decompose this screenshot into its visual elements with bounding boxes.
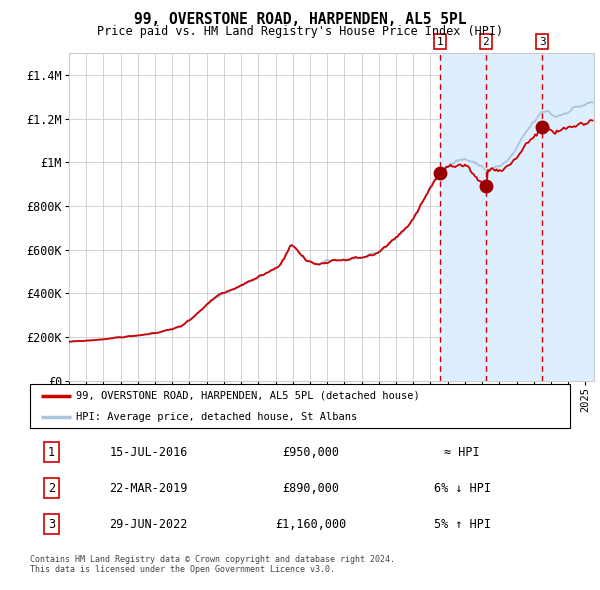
Text: Contains HM Land Registry data © Crown copyright and database right 2024.: Contains HM Land Registry data © Crown c… (30, 555, 395, 563)
Text: 22-MAR-2019: 22-MAR-2019 (110, 481, 188, 495)
Text: 3: 3 (539, 37, 545, 47)
Text: 2: 2 (48, 481, 55, 495)
Text: 3: 3 (48, 518, 55, 531)
Text: 29-JUN-2022: 29-JUN-2022 (110, 518, 188, 531)
Text: 5% ↑ HPI: 5% ↑ HPI (433, 518, 491, 531)
Text: 6% ↓ HPI: 6% ↓ HPI (433, 481, 491, 495)
Text: £890,000: £890,000 (283, 481, 340, 495)
Text: Price paid vs. HM Land Registry's House Price Index (HPI): Price paid vs. HM Land Registry's House … (97, 25, 503, 38)
Text: This data is licensed under the Open Government Licence v3.0.: This data is licensed under the Open Gov… (30, 565, 335, 573)
Text: 15-JUL-2016: 15-JUL-2016 (110, 445, 188, 458)
Text: £1,160,000: £1,160,000 (275, 518, 346, 531)
Text: 99, OVERSTONE ROAD, HARPENDEN, AL5 5PL (detached house): 99, OVERSTONE ROAD, HARPENDEN, AL5 5PL (… (76, 391, 419, 401)
Text: ≈ HPI: ≈ HPI (444, 445, 480, 458)
Bar (440, 53, 600, 381)
Text: 2: 2 (482, 37, 489, 47)
Text: 1: 1 (48, 445, 55, 458)
Text: £950,000: £950,000 (283, 445, 340, 458)
Text: HPI: Average price, detached house, St Albans: HPI: Average price, detached house, St A… (76, 412, 357, 422)
Text: 1: 1 (436, 37, 443, 47)
Text: 99, OVERSTONE ROAD, HARPENDEN, AL5 5PL: 99, OVERSTONE ROAD, HARPENDEN, AL5 5PL (134, 12, 466, 27)
